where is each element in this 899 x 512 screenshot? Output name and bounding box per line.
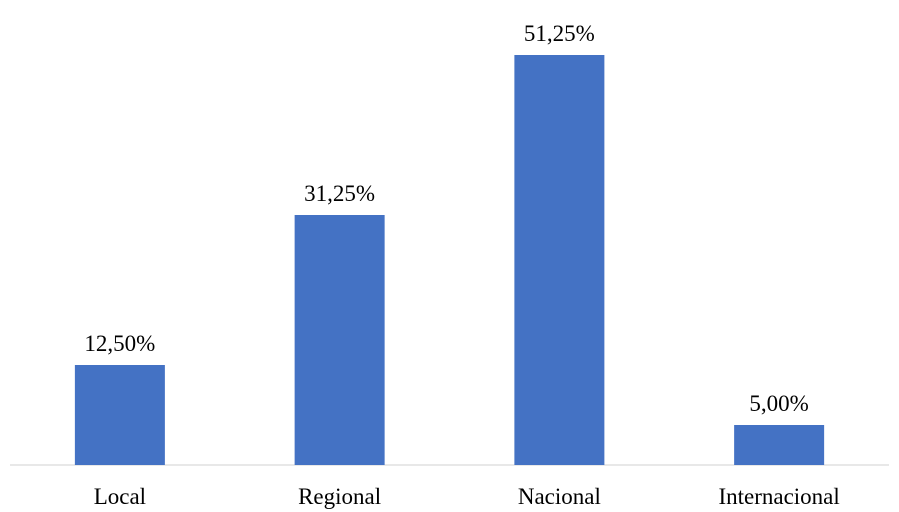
data-label-regional: 31,25% [304, 181, 375, 206]
data-label-internacional: 5,00% [749, 391, 808, 416]
bars-group [75, 55, 824, 465]
data-labels-group: 12,50% 31,25% 51,25% 5,00% [84, 21, 808, 416]
bar-internacional [734, 425, 824, 465]
data-label-local: 12,50% [84, 331, 155, 356]
bar-local [75, 365, 165, 465]
category-label-regional: Regional [298, 484, 381, 509]
category-labels-group: Local Regional Nacional Internacional [94, 484, 840, 509]
bar-regional [295, 215, 385, 465]
data-label-nacional: 51,25% [524, 21, 595, 46]
category-label-local: Local [94, 484, 146, 509]
category-label-internacional: Internacional [718, 484, 839, 509]
bar-nacional [514, 55, 604, 465]
category-label-nacional: Nacional [518, 484, 601, 509]
